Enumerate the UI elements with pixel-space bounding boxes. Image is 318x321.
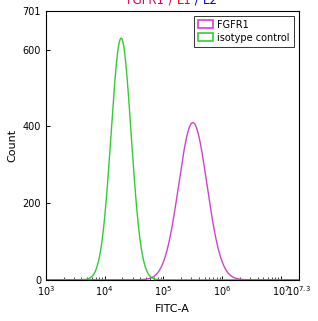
Legend: FGFR1, isotype control: FGFR1, isotype control xyxy=(194,16,294,47)
Text: FGFR1: FGFR1 xyxy=(127,0,165,7)
Text: E1: E1 xyxy=(176,0,191,7)
Text: /: / xyxy=(165,0,176,7)
Y-axis label: Count: Count xyxy=(7,129,17,162)
Text: E2: E2 xyxy=(203,0,218,7)
Text: /: / xyxy=(191,0,203,7)
X-axis label: FITC-A: FITC-A xyxy=(155,304,190,314)
